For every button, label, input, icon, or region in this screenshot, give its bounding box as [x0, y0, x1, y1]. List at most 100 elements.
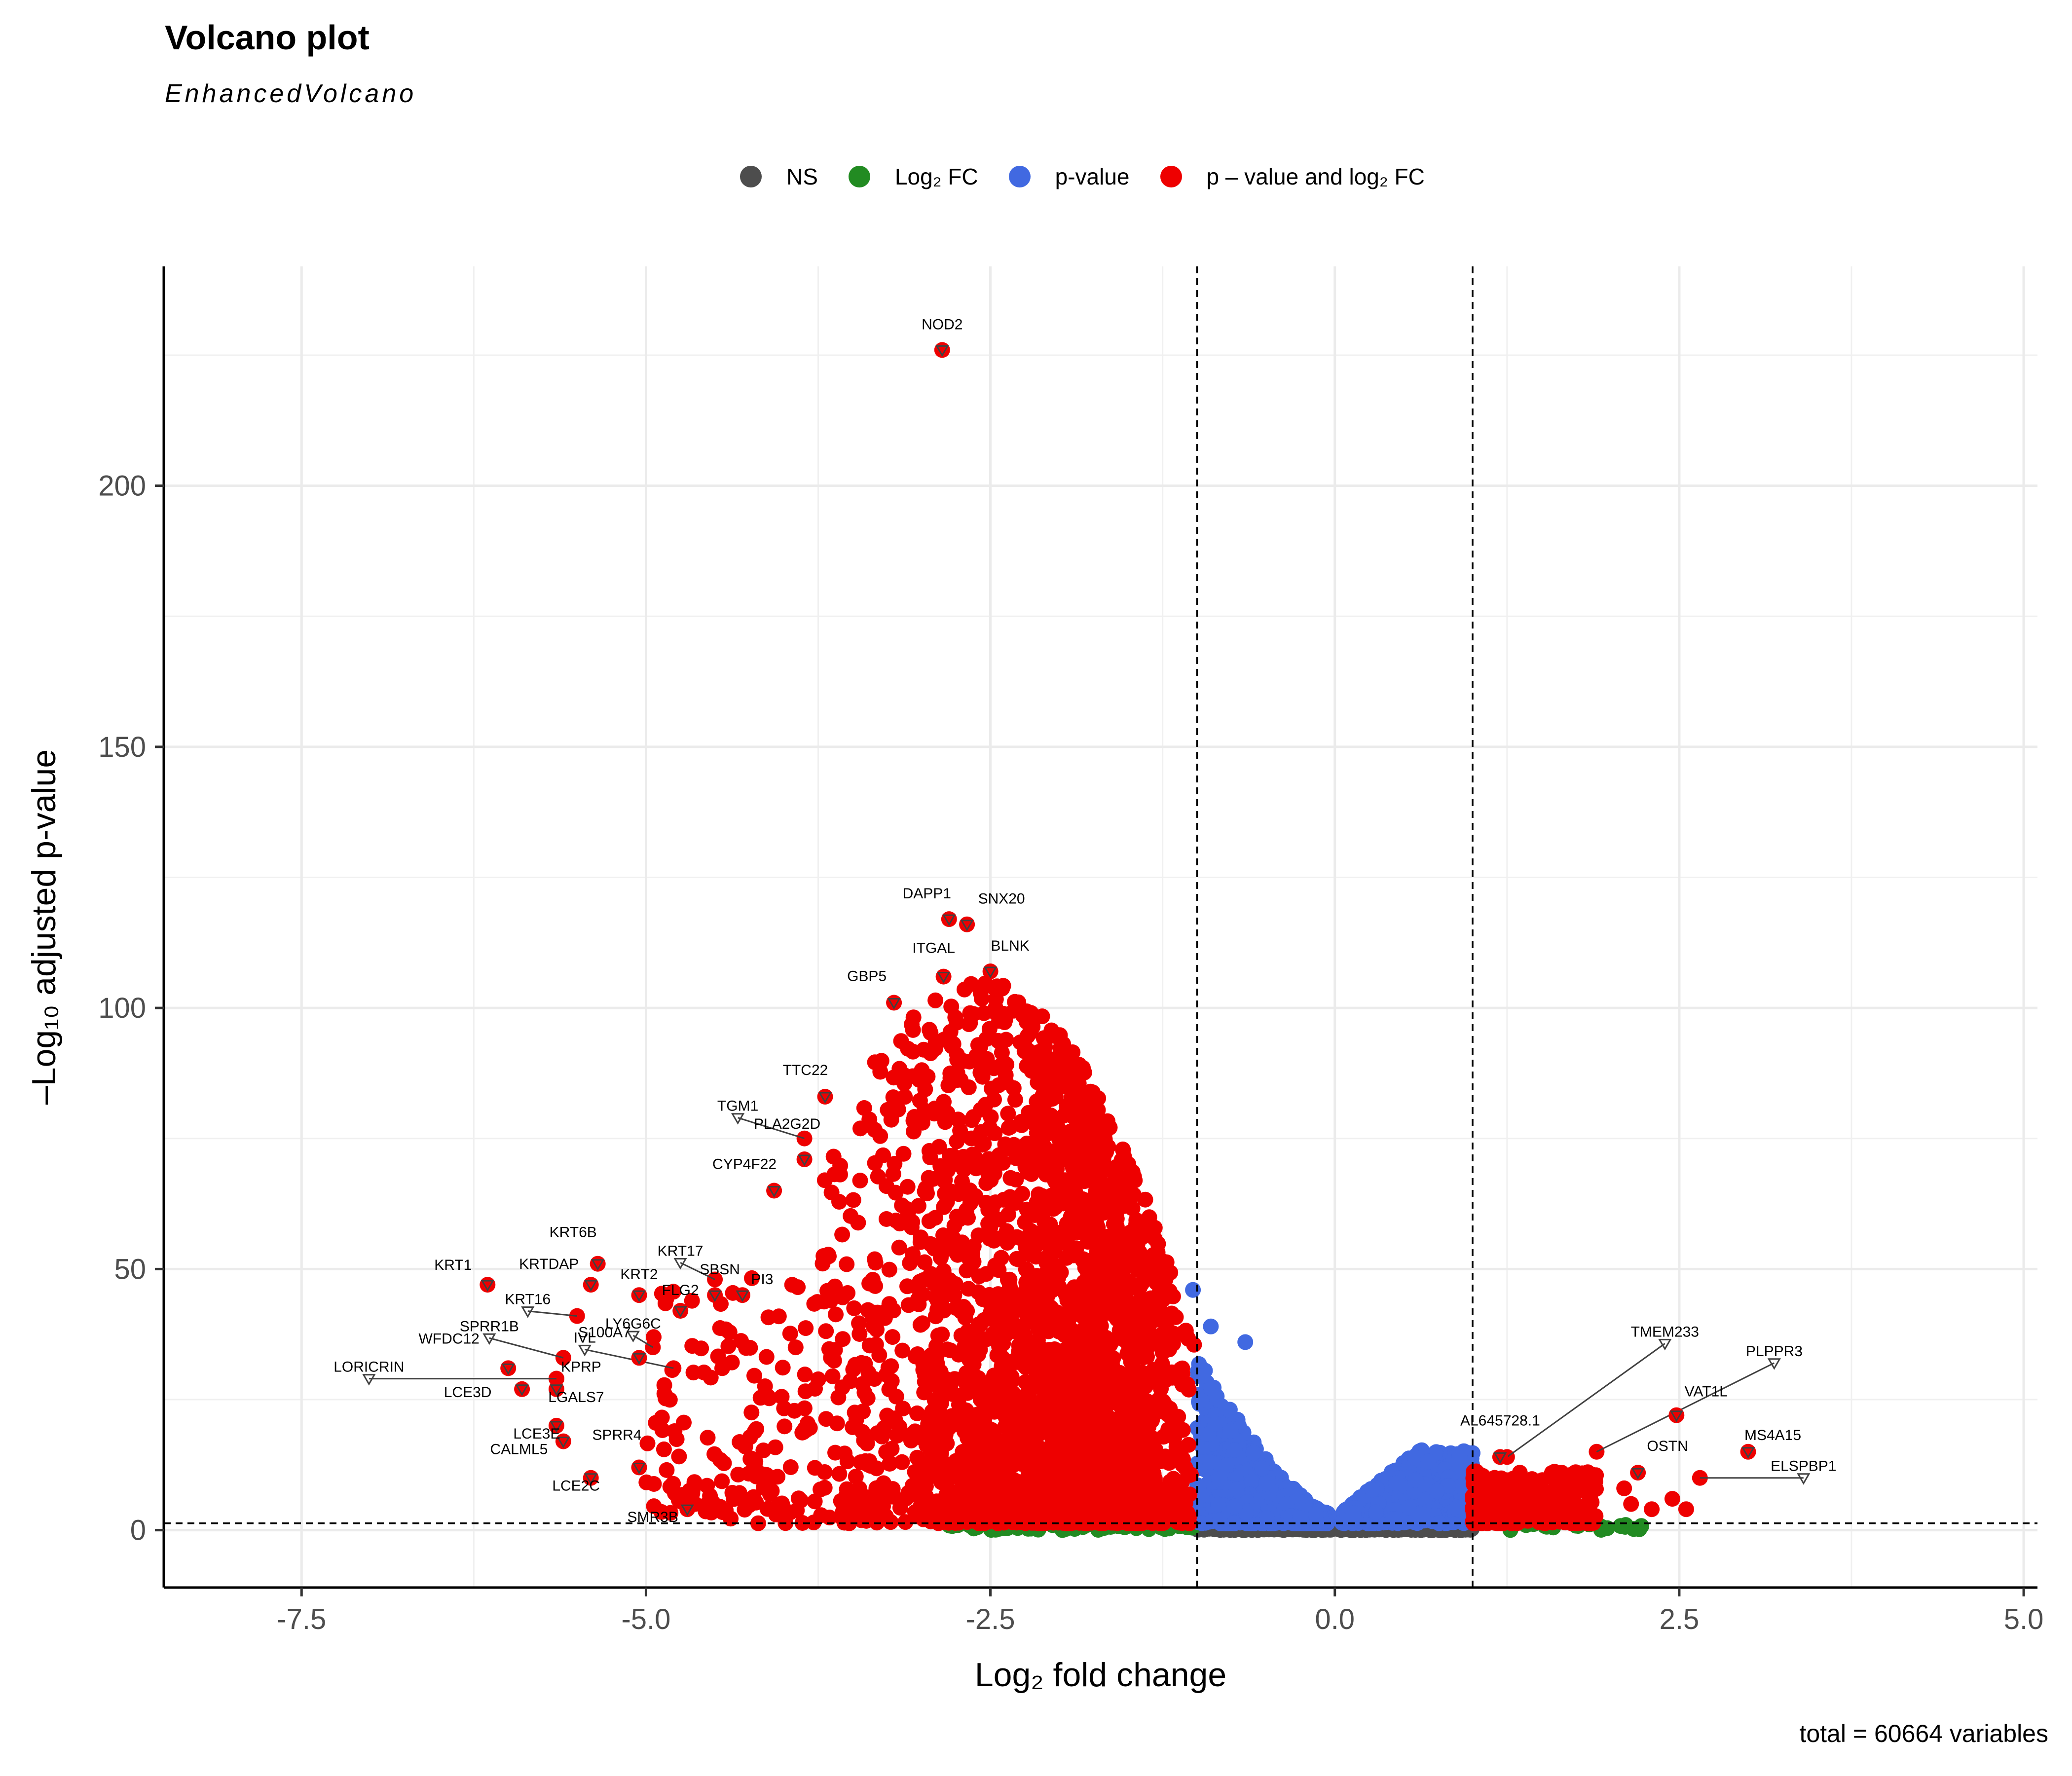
significant-point — [885, 1329, 901, 1345]
significant-point — [1109, 1483, 1125, 1499]
pvalue-point — [1221, 1402, 1238, 1418]
significant-point — [1023, 1022, 1039, 1038]
significant-point — [1029, 1300, 1045, 1316]
pvalue-point — [1245, 1445, 1261, 1461]
significant-point — [867, 1122, 883, 1138]
significant-point — [827, 1444, 843, 1461]
significant-point — [1023, 1166, 1039, 1182]
significant-point — [1045, 1312, 1061, 1329]
significant-point — [949, 1133, 965, 1149]
pvalue-point — [1364, 1481, 1380, 1498]
significant-point — [846, 1300, 862, 1316]
pvalue-point — [1407, 1472, 1424, 1488]
significant-point — [897, 1514, 914, 1530]
legend-swatch-ns — [740, 166, 762, 187]
significant-point — [1001, 1271, 1018, 1288]
significant-point — [990, 1483, 1006, 1499]
significant-point — [892, 1500, 908, 1516]
significant-point — [932, 1158, 949, 1174]
significant-points — [638, 975, 1694, 1531]
legend: NS Log₂ FC p-value p – value and log₂ FC — [740, 157, 1455, 196]
significant-point — [953, 1303, 969, 1320]
pvalue-point — [1212, 1471, 1228, 1487]
significant-point — [942, 1024, 959, 1040]
significant-point — [1089, 1170, 1106, 1186]
significant-point — [943, 1376, 959, 1392]
significant-point — [1007, 1092, 1023, 1108]
significant-point — [912, 1093, 928, 1109]
pvalue-point — [1292, 1510, 1308, 1526]
significant-point — [963, 976, 979, 992]
significant-point — [986, 1165, 1002, 1182]
significant-point — [899, 1179, 916, 1195]
significant-point — [957, 1420, 973, 1436]
significant-point — [931, 1139, 947, 1155]
legend-item-pvalue: p-value — [1008, 163, 1130, 190]
significant-point — [821, 1510, 838, 1525]
significant-point — [1068, 1240, 1084, 1257]
significant-point — [1082, 1156, 1099, 1173]
pvalue-point — [1207, 1416, 1223, 1432]
significant-point — [1165, 1335, 1181, 1352]
significant-point — [913, 1229, 929, 1246]
significant-point — [1073, 1204, 1089, 1220]
significant-point — [771, 1308, 787, 1325]
pvalue-point — [1279, 1496, 1295, 1512]
pvalue-point — [1228, 1481, 1245, 1497]
significant-point — [894, 1454, 910, 1470]
significant-point — [1110, 1275, 1126, 1292]
significant-point — [746, 1368, 762, 1384]
significant-point — [856, 1432, 872, 1448]
significant-point — [902, 1255, 918, 1271]
significant-point — [897, 1089, 913, 1105]
significant-point — [1028, 1337, 1044, 1354]
log2fc-point — [1626, 1521, 1642, 1537]
pvalue-point — [1202, 1454, 1218, 1470]
significant-point — [906, 1123, 922, 1140]
significant-point — [961, 1281, 977, 1297]
significant-point — [987, 1258, 1003, 1274]
significant-point — [961, 1250, 977, 1266]
grid — [164, 266, 2037, 1588]
significant-point — [1131, 1452, 1147, 1469]
significant-point — [807, 1493, 823, 1510]
significant-point — [995, 978, 1011, 994]
significant-point — [1130, 1257, 1147, 1273]
significant-point — [905, 1022, 921, 1038]
significant-point — [888, 1184, 904, 1201]
significant-point — [848, 1469, 864, 1484]
chart-title: Volcano plot — [165, 18, 370, 57]
significant-point — [955, 1444, 971, 1460]
significant-point — [832, 1157, 849, 1174]
significant-point — [1013, 1113, 1029, 1130]
pvalue-point — [1452, 1479, 1469, 1494]
significant-point — [1088, 1218, 1104, 1234]
significant-point — [755, 1443, 772, 1458]
significant-point — [1155, 1292, 1171, 1308]
significant-point — [894, 1342, 911, 1359]
significant-point — [962, 1432, 978, 1448]
significant-point — [1074, 1191, 1091, 1207]
significant-point — [834, 1226, 851, 1243]
significant-point — [953, 1462, 969, 1478]
pvalue-point — [1308, 1506, 1324, 1522]
significant-point — [885, 1089, 901, 1106]
legend-label-ns: NS — [786, 164, 818, 189]
significant-point — [946, 1218, 962, 1234]
significant-point — [977, 1417, 994, 1434]
significant-point — [883, 1111, 899, 1128]
significant-point — [962, 1015, 978, 1031]
significant-point — [1144, 1442, 1160, 1458]
significant-point — [920, 1069, 936, 1085]
significant-point — [1000, 1120, 1017, 1136]
significant-point — [901, 1202, 917, 1218]
significant-point — [1109, 1219, 1125, 1235]
significant-point — [1009, 1229, 1025, 1245]
significant-point — [845, 1192, 861, 1208]
significant-point — [1076, 1139, 1093, 1155]
significant-point — [867, 1251, 883, 1267]
legend-label-pvalue-and-log2fc: p – value and log₂ FC — [1206, 164, 1425, 189]
significant-point — [928, 1448, 944, 1464]
